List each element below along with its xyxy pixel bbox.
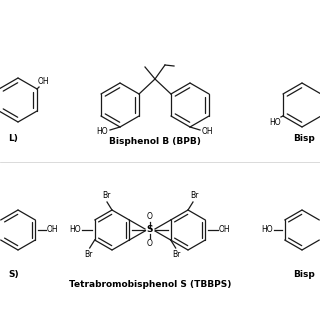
Text: HO: HO	[69, 226, 81, 235]
Text: Bisp: Bisp	[293, 270, 315, 279]
Text: OH: OH	[202, 126, 214, 135]
Text: OH: OH	[47, 226, 59, 235]
Text: S: S	[147, 226, 153, 235]
Text: Br: Br	[102, 191, 110, 200]
Text: Bisp: Bisp	[293, 134, 315, 143]
Text: HO: HO	[269, 118, 281, 127]
Text: L): L)	[8, 134, 18, 143]
Text: Tetrabromobisphenol S (TBBPS): Tetrabromobisphenol S (TBBPS)	[69, 280, 231, 289]
Text: Bisphenol B (BPB): Bisphenol B (BPB)	[109, 137, 201, 146]
Text: Br: Br	[172, 250, 181, 259]
Text: OH: OH	[38, 77, 50, 86]
Text: S): S)	[8, 270, 19, 279]
Text: HO: HO	[261, 226, 273, 235]
Text: Br: Br	[84, 250, 93, 259]
Text: O: O	[147, 239, 153, 248]
Text: HO: HO	[96, 126, 108, 135]
Text: O: O	[147, 212, 153, 221]
Text: OH: OH	[219, 226, 231, 235]
Text: Br: Br	[190, 191, 198, 200]
